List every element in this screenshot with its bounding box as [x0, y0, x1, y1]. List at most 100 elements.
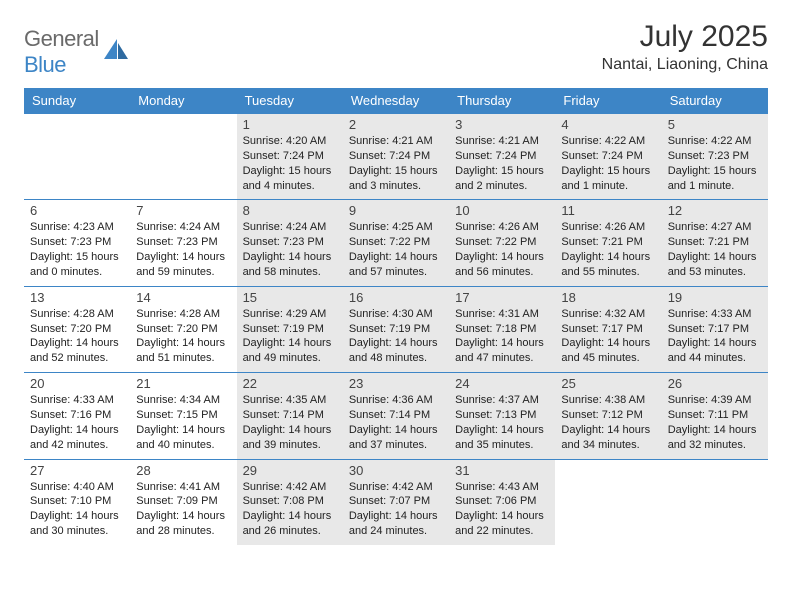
- day-number: 6: [30, 203, 124, 218]
- page-header: General Blue July 2025 Nantai, Liaoning,…: [24, 20, 768, 78]
- sunrise-text: Sunrise: 4:42 AM: [243, 480, 337, 495]
- daylight-text: Daylight: 14 hours and 57 minutes.: [349, 250, 443, 280]
- calendar-day-cell: 18Sunrise: 4:32 AMSunset: 7:17 PMDayligh…: [555, 286, 661, 372]
- sunrise-text: Sunrise: 4:32 AM: [561, 307, 655, 322]
- daylight-text: Daylight: 15 hours and 0 minutes.: [30, 250, 124, 280]
- day-number: 2: [349, 117, 443, 132]
- daylight-text: Daylight: 14 hours and 35 minutes.: [455, 423, 549, 453]
- day-number: 17: [455, 290, 549, 305]
- calendar-day-cell: 7Sunrise: 4:24 AMSunset: 7:23 PMDaylight…: [130, 200, 236, 286]
- sunset-text: Sunset: 7:21 PM: [561, 235, 655, 250]
- sunrise-text: Sunrise: 4:43 AM: [455, 480, 549, 495]
- sunrise-text: Sunrise: 4:35 AM: [243, 393, 337, 408]
- day-number: 19: [668, 290, 762, 305]
- sunset-text: Sunset: 7:19 PM: [349, 322, 443, 337]
- daylight-text: Daylight: 15 hours and 4 minutes.: [243, 164, 337, 194]
- daylight-text: Daylight: 14 hours and 48 minutes.: [349, 336, 443, 366]
- sunset-text: Sunset: 7:24 PM: [455, 149, 549, 164]
- sunset-text: Sunset: 7:10 PM: [30, 494, 124, 509]
- calendar-day-cell: 24Sunrise: 4:37 AMSunset: 7:13 PMDayligh…: [449, 373, 555, 459]
- day-number: 11: [561, 203, 655, 218]
- day-number: 5: [668, 117, 762, 132]
- daylight-text: Daylight: 14 hours and 45 minutes.: [561, 336, 655, 366]
- calendar-day-cell: 8Sunrise: 4:24 AMSunset: 7:23 PMDaylight…: [237, 200, 343, 286]
- calendar-day-cell: [130, 114, 236, 200]
- daylight-text: Daylight: 14 hours and 47 minutes.: [455, 336, 549, 366]
- daylight-text: Daylight: 14 hours and 26 minutes.: [243, 509, 337, 539]
- daylight-text: Daylight: 15 hours and 1 minute.: [668, 164, 762, 194]
- sunset-text: Sunset: 7:23 PM: [243, 235, 337, 250]
- calendar-day-cell: 28Sunrise: 4:41 AMSunset: 7:09 PMDayligh…: [130, 459, 236, 545]
- sunset-text: Sunset: 7:23 PM: [668, 149, 762, 164]
- calendar-day-cell: 21Sunrise: 4:34 AMSunset: 7:15 PMDayligh…: [130, 373, 236, 459]
- weekday-header: Thursday: [449, 88, 555, 114]
- calendar-day-cell: 17Sunrise: 4:31 AMSunset: 7:18 PMDayligh…: [449, 286, 555, 372]
- sunrise-text: Sunrise: 4:33 AM: [668, 307, 762, 322]
- sunrise-text: Sunrise: 4:26 AM: [455, 220, 549, 235]
- calendar-day-cell: 23Sunrise: 4:36 AMSunset: 7:14 PMDayligh…: [343, 373, 449, 459]
- weekday-header: Friday: [555, 88, 661, 114]
- daylight-text: Daylight: 14 hours and 53 minutes.: [668, 250, 762, 280]
- daylight-text: Daylight: 14 hours and 49 minutes.: [243, 336, 337, 366]
- sunrise-text: Sunrise: 4:22 AM: [561, 134, 655, 149]
- daylight-text: Daylight: 14 hours and 55 minutes.: [561, 250, 655, 280]
- calendar-day-cell: 31Sunrise: 4:43 AMSunset: 7:06 PMDayligh…: [449, 459, 555, 545]
- calendar-week-row: 20Sunrise: 4:33 AMSunset: 7:16 PMDayligh…: [24, 373, 768, 459]
- calendar-week-row: 1Sunrise: 4:20 AMSunset: 7:24 PMDaylight…: [24, 114, 768, 200]
- calendar-day-cell: 12Sunrise: 4:27 AMSunset: 7:21 PMDayligh…: [662, 200, 768, 286]
- day-number: 14: [136, 290, 230, 305]
- day-number: 12: [668, 203, 762, 218]
- day-number: 7: [136, 203, 230, 218]
- calendar-day-cell: 15Sunrise: 4:29 AMSunset: 7:19 PMDayligh…: [237, 286, 343, 372]
- day-number: 28: [136, 463, 230, 478]
- calendar-table: Sunday Monday Tuesday Wednesday Thursday…: [24, 88, 768, 545]
- weekday-header: Saturday: [662, 88, 768, 114]
- brand-logo: General Blue: [24, 20, 130, 78]
- sail-icon: [104, 39, 130, 66]
- sunrise-text: Sunrise: 4:21 AM: [455, 134, 549, 149]
- daylight-text: Daylight: 14 hours and 42 minutes.: [30, 423, 124, 453]
- daylight-text: Daylight: 14 hours and 52 minutes.: [30, 336, 124, 366]
- sunrise-text: Sunrise: 4:27 AM: [668, 220, 762, 235]
- sunrise-text: Sunrise: 4:24 AM: [243, 220, 337, 235]
- daylight-text: Daylight: 14 hours and 28 minutes.: [136, 509, 230, 539]
- calendar-day-cell: 25Sunrise: 4:38 AMSunset: 7:12 PMDayligh…: [555, 373, 661, 459]
- sunrise-text: Sunrise: 4:41 AM: [136, 480, 230, 495]
- sunset-text: Sunset: 7:12 PM: [561, 408, 655, 423]
- day-number: 10: [455, 203, 549, 218]
- title-block: July 2025 Nantai, Liaoning, China: [602, 20, 768, 74]
- sunset-text: Sunset: 7:20 PM: [30, 322, 124, 337]
- sunset-text: Sunset: 7:20 PM: [136, 322, 230, 337]
- sunset-text: Sunset: 7:23 PM: [136, 235, 230, 250]
- calendar-day-cell: 6Sunrise: 4:23 AMSunset: 7:23 PMDaylight…: [24, 200, 130, 286]
- sunrise-text: Sunrise: 4:31 AM: [455, 307, 549, 322]
- calendar-day-cell: 4Sunrise: 4:22 AMSunset: 7:24 PMDaylight…: [555, 114, 661, 200]
- sunset-text: Sunset: 7:11 PM: [668, 408, 762, 423]
- day-number: 22: [243, 376, 337, 391]
- day-number: 21: [136, 376, 230, 391]
- daylight-text: Daylight: 14 hours and 22 minutes.: [455, 509, 549, 539]
- weekday-header-row: Sunday Monday Tuesday Wednesday Thursday…: [24, 88, 768, 114]
- day-number: 4: [561, 117, 655, 132]
- daylight-text: Daylight: 14 hours and 40 minutes.: [136, 423, 230, 453]
- sunset-text: Sunset: 7:13 PM: [455, 408, 549, 423]
- day-number: 29: [243, 463, 337, 478]
- calendar-day-cell: 3Sunrise: 4:21 AMSunset: 7:24 PMDaylight…: [449, 114, 555, 200]
- sunrise-text: Sunrise: 4:22 AM: [668, 134, 762, 149]
- daylight-text: Daylight: 14 hours and 51 minutes.: [136, 336, 230, 366]
- calendar-body: 1Sunrise: 4:20 AMSunset: 7:24 PMDaylight…: [24, 114, 768, 546]
- daylight-text: Daylight: 14 hours and 37 minutes.: [349, 423, 443, 453]
- calendar-day-cell: [555, 459, 661, 545]
- day-number: 16: [349, 290, 443, 305]
- calendar-day-cell: 2Sunrise: 4:21 AMSunset: 7:24 PMDaylight…: [343, 114, 449, 200]
- daylight-text: Daylight: 14 hours and 32 minutes.: [668, 423, 762, 453]
- daylight-text: Daylight: 14 hours and 34 minutes.: [561, 423, 655, 453]
- sunset-text: Sunset: 7:23 PM: [30, 235, 124, 250]
- location-label: Nantai, Liaoning, China: [602, 56, 768, 74]
- sunset-text: Sunset: 7:24 PM: [243, 149, 337, 164]
- day-number: 23: [349, 376, 443, 391]
- calendar-day-cell: 11Sunrise: 4:26 AMSunset: 7:21 PMDayligh…: [555, 200, 661, 286]
- sunrise-text: Sunrise: 4:28 AM: [136, 307, 230, 322]
- weekday-header: Tuesday: [237, 88, 343, 114]
- calendar-day-cell: 27Sunrise: 4:40 AMSunset: 7:10 PMDayligh…: [24, 459, 130, 545]
